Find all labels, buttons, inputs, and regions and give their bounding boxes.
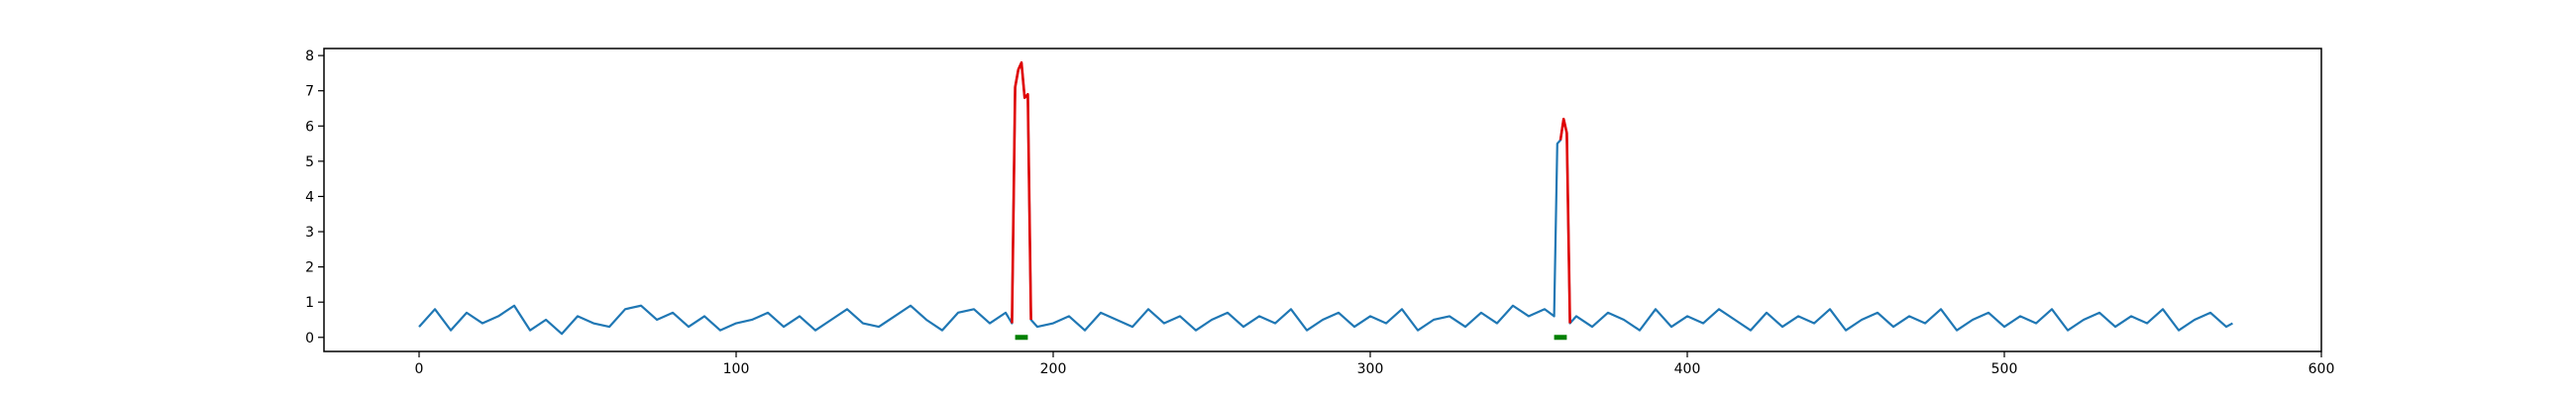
y-tick-label: 0 [305, 331, 314, 346]
x-tick-label: 500 [1991, 361, 2018, 377]
x-tick-label: 200 [1040, 361, 1067, 377]
signal-series-line [418, 61, 2233, 336]
y-tick-label: 5 [305, 154, 314, 170]
y-axis-ticks: 0 1 2 3 4 5 6 7 8 [305, 49, 324, 346]
plot-area-frame [323, 48, 2322, 352]
y-tick-label: 3 [305, 225, 314, 241]
series-layer [418, 60, 2233, 336]
x-tick-label: 300 [1357, 361, 1384, 377]
y-tick-label: 6 [305, 119, 314, 135]
y-tick-label: 7 [305, 84, 314, 100]
x-tick-label: 400 [1674, 361, 1701, 377]
y-tick-label: 2 [305, 260, 314, 276]
y-tick-label: 1 [305, 295, 314, 311]
x-tick-label: 0 [415, 361, 424, 377]
y-tick-label: 8 [305, 49, 314, 64]
x-axis-ticks: 0 100 200 300 400 500 600 [415, 351, 2335, 377]
x-tick-label: 600 [2308, 361, 2335, 377]
anomaly-series-line [1558, 117, 1571, 324]
y-tick-label: 4 [305, 189, 314, 205]
x-tick-label: 100 [723, 361, 750, 377]
anomaly-series-line [1011, 60, 1032, 324]
